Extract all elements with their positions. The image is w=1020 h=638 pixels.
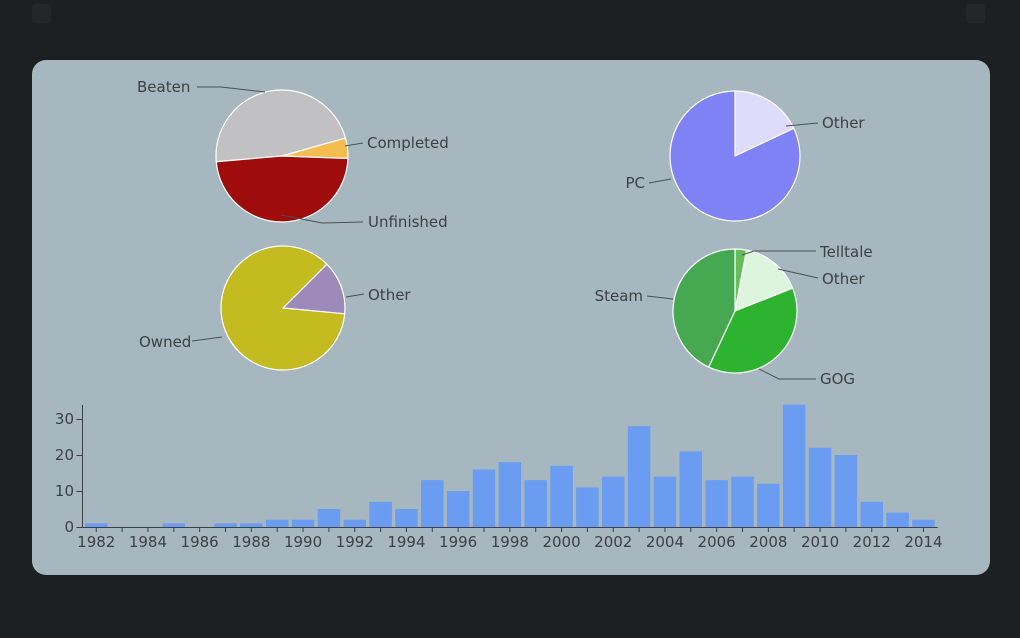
completion-pie-slice-beaten (215, 89, 347, 163)
x-tick-label: 2006 (698, 533, 736, 551)
bar-1994 (395, 509, 418, 527)
bar-2010 (808, 447, 832, 527)
platform-pie-callout-line (648, 178, 672, 184)
y-tick-label: 0 (64, 518, 74, 536)
store-pie-callout-line (758, 368, 816, 380)
bar-1992 (343, 519, 366, 527)
x-tick-label: 1998 (491, 533, 529, 551)
bar-1991 (317, 509, 341, 527)
x-tick-label: 2002 (594, 533, 632, 551)
x-tick-label: 1990 (284, 533, 322, 551)
y-tick-label: 30 (55, 410, 74, 428)
completion-pie-label-beaten: Beaten (137, 78, 190, 96)
bar-2012 (860, 501, 883, 527)
store-pie-callout-line (646, 295, 674, 300)
bar-2008 (757, 483, 780, 527)
pie-chart-store-pie: Telltale Other GOG Steam (595, 243, 873, 388)
x-tick-label: 2012 (853, 533, 891, 551)
x-tick-label: 2000 (542, 533, 580, 551)
bar-1990 (291, 519, 315, 527)
bar-2005 (679, 451, 703, 527)
store-pie-callout-line (741, 250, 816, 256)
completion-pie-slice-unfinished (215, 155, 349, 223)
bar-2013 (886, 512, 909, 527)
bar-2003 (627, 426, 651, 527)
ownership-pie-label-owned: Owned (139, 333, 191, 351)
x-tick-label: 2008 (749, 533, 787, 551)
bar-2014 (912, 519, 935, 527)
bar-1989 (265, 519, 289, 527)
completion-pie-callout-line (280, 214, 364, 224)
completion-pie-label-unfinished: Unfinished (368, 213, 448, 231)
store-pie-slice-gog (708, 287, 798, 374)
store-pie-label-gog: GOG (820, 370, 855, 388)
x-tick-label: 1996 (439, 533, 477, 551)
bar-1998 (498, 462, 522, 527)
completion-pie-callout-line (197, 86, 266, 93)
bar-2000 (550, 465, 573, 527)
x-tick-label: 1984 (129, 533, 167, 551)
pie-chart-platform-pie: Other PC (625, 90, 865, 222)
store-pie-label-steam: Steam (595, 287, 643, 305)
store-pie-slice-steam (672, 248, 736, 368)
bar-1999 (524, 480, 547, 527)
ownership-pie-label-other: Other (368, 286, 411, 304)
charts-canvas: Beaten Completed Unfinished Other PC Other Own… (55, 78, 943, 551)
completion-pie-label-completed: Completed (367, 134, 449, 152)
store-pie-slice-other (734, 249, 794, 312)
platform-pie-label-other: Other (822, 114, 865, 132)
pie-chart-ownership-pie: Other Owned (139, 245, 411, 371)
bar-2004 (653, 476, 677, 527)
ownership-pie-callout-line (191, 336, 223, 342)
x-tick-label: 1992 (336, 533, 374, 551)
window-artifact-left (32, 4, 51, 23)
platform-pie-label-pc: PC (625, 174, 645, 192)
bar-1997 (472, 469, 496, 527)
bar-1995 (421, 480, 444, 527)
bar-1987 (214, 523, 237, 527)
ownership-pie-slice-other (282, 263, 346, 315)
platform-pie-slice-pc (669, 90, 801, 222)
bar-2002 (602, 476, 625, 527)
bar-1996 (446, 491, 470, 527)
x-tick-label: 2004 (646, 533, 684, 551)
pie-chart-completion-pie: Beaten Completed Unfinished (137, 78, 449, 231)
bar-2009 (782, 404, 806, 527)
bar-2007 (731, 476, 754, 527)
y-tick-label: 10 (55, 482, 74, 500)
bar-1988 (240, 523, 263, 527)
x-tick-label: 1994 (387, 533, 425, 551)
bar-1993 (369, 501, 392, 527)
x-tick-label: 1988 (232, 533, 270, 551)
stats-panel: Beaten Completed Unfinished Other PC Other Own… (32, 60, 990, 575)
store-pie-callout-line (777, 268, 819, 279)
x-tick-label: 2010 (801, 533, 839, 551)
completion-pie-callout-line (344, 142, 364, 147)
bar-2001 (576, 487, 599, 527)
bar-2006 (705, 480, 728, 527)
bar-1985 (162, 523, 186, 527)
ownership-pie-slice-owned (220, 245, 346, 371)
bar-1982 (85, 523, 108, 527)
y-tick-label: 20 (55, 446, 74, 464)
ownership-pie-callout-line (345, 293, 365, 298)
bar-chart-games-per-year: 0 10 20 30 1982 1984 1986 1988 1990 1992 1994 1996 1… (55, 404, 943, 551)
x-tick-label: 1982 (77, 533, 115, 551)
x-tick-label: 2014 (904, 533, 942, 551)
platform-pie-callout-line (785, 122, 819, 127)
store-pie-label-other: Other (822, 270, 865, 288)
x-tick-label: 1986 (181, 533, 219, 551)
store-pie-label-telltale: Telltale (819, 243, 873, 261)
window-artifact-right (966, 4, 985, 23)
bar-2011 (834, 455, 858, 527)
